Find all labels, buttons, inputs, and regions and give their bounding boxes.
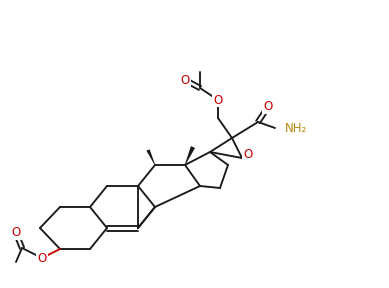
- Text: O: O: [214, 94, 223, 107]
- Text: O: O: [180, 73, 189, 86]
- Polygon shape: [146, 149, 155, 165]
- Text: O: O: [244, 149, 252, 162]
- Polygon shape: [185, 146, 195, 165]
- Text: O: O: [37, 251, 47, 264]
- Text: O: O: [263, 101, 273, 113]
- Text: NH₂: NH₂: [285, 122, 307, 134]
- Text: O: O: [11, 226, 21, 240]
